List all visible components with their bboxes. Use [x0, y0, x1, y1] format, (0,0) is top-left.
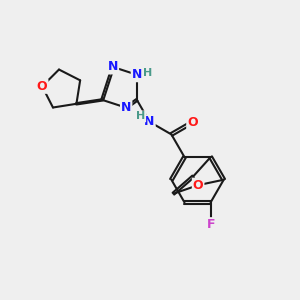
Text: N: N	[108, 61, 118, 74]
Text: N: N	[132, 68, 142, 81]
Text: F: F	[206, 218, 215, 231]
Text: O: O	[193, 179, 203, 192]
Text: H: H	[136, 111, 145, 122]
Text: N: N	[121, 101, 131, 114]
Text: H: H	[143, 68, 152, 78]
Text: N: N	[144, 115, 155, 128]
Text: O: O	[37, 80, 47, 93]
Text: O: O	[187, 116, 198, 129]
